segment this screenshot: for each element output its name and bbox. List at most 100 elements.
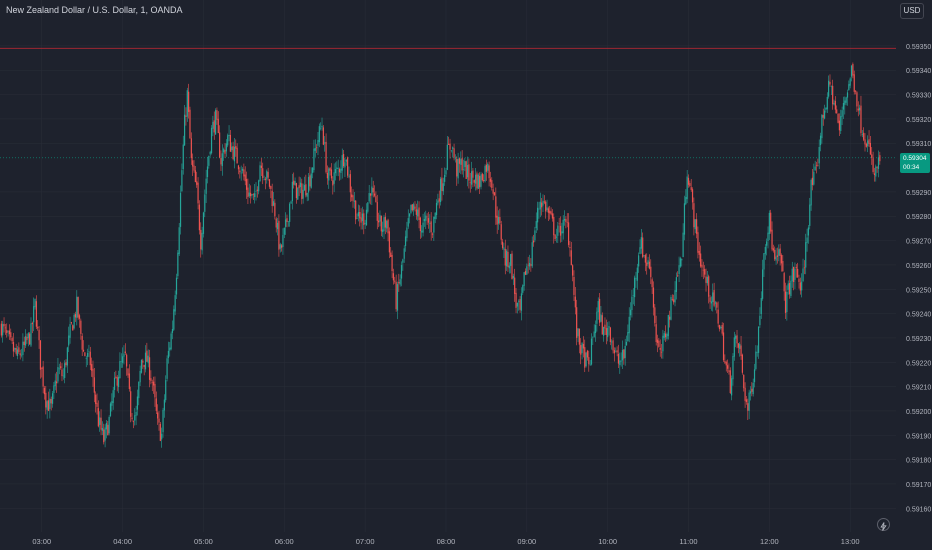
candle-body (225, 143, 227, 152)
candle-body (190, 138, 192, 159)
candle-body (317, 139, 319, 146)
candle-body (563, 218, 566, 221)
candle-body (208, 156, 210, 166)
candle-body (361, 213, 364, 222)
candle-body (813, 171, 815, 185)
candle-body (457, 158, 459, 179)
candle-body (623, 349, 625, 359)
candle-body (488, 165, 490, 179)
candle-body (871, 154, 873, 158)
candle-body (683, 203, 686, 235)
candle-body (351, 194, 353, 198)
candle-body (181, 170, 183, 192)
candle-body (77, 297, 79, 318)
candle-body (415, 209, 417, 215)
candle-body (197, 182, 199, 204)
candle-body (725, 361, 727, 366)
candle-body (158, 418, 160, 423)
candle-body (89, 351, 91, 366)
candle-body (826, 96, 828, 110)
candle-body (460, 159, 462, 165)
candle-body (877, 157, 880, 169)
candle-body (652, 287, 655, 308)
candle-body (138, 381, 140, 399)
currency-button[interactable]: USD (900, 3, 924, 19)
symbol-title: New Zealand Dollar / U.S. Dollar, 1, OAN… (6, 5, 183, 15)
candle-body (690, 187, 692, 190)
candle-body (609, 327, 611, 343)
candle-body (845, 97, 847, 103)
candle-body (395, 282, 397, 310)
candle-body (511, 253, 513, 280)
candle-body (213, 120, 215, 133)
candle-body (830, 85, 832, 87)
candle-body (555, 236, 558, 238)
price-axis[interactable]: 0.59350 0.59340 0.59330 0.59320 0.59310 0.592… (906, 44, 931, 513)
candle-body (236, 147, 238, 164)
candle-body (519, 299, 521, 310)
candle-body (806, 237, 808, 243)
candle-body (861, 133, 863, 135)
candle-body (326, 172, 329, 179)
candle-body (508, 265, 510, 269)
candle-body (333, 172, 335, 184)
time-tick-label: 11:00 (679, 537, 697, 546)
last-price-value: 0.59304 (903, 155, 927, 162)
candle-body (598, 298, 601, 323)
candle-body (760, 298, 762, 315)
candle-body (205, 178, 207, 194)
candle-body (506, 250, 508, 267)
candle-body (204, 194, 206, 212)
candle-body (793, 266, 795, 283)
candle-body (212, 121, 214, 129)
candle-body (96, 402, 98, 407)
candle-body (174, 295, 176, 312)
candle-body (876, 166, 878, 168)
candle-body (220, 157, 222, 165)
candle-body (183, 114, 186, 146)
candle-body (660, 351, 663, 353)
candle-body (712, 292, 714, 303)
candle-body (833, 102, 835, 105)
candle-body (763, 253, 765, 270)
candle-body (80, 320, 82, 334)
price-tick-label: 0.59270 (906, 239, 931, 246)
candle-body (439, 178, 442, 203)
candle-body (177, 252, 179, 277)
candle-body (101, 427, 103, 431)
candle-body (794, 268, 796, 280)
lightning-icon[interactable] (877, 518, 890, 531)
candle-body (613, 350, 615, 354)
candle-body (425, 215, 427, 221)
candle-body (410, 204, 412, 213)
candle-body (787, 283, 789, 290)
candle-body (442, 183, 444, 192)
candle-body (299, 182, 302, 188)
candle-body (111, 401, 113, 406)
candle-body (380, 215, 382, 232)
candle-body (559, 225, 562, 236)
candle-body (60, 366, 62, 368)
candle-body (30, 323, 32, 346)
candle-body (582, 344, 585, 349)
candle-body (616, 350, 618, 353)
candle-body (231, 146, 233, 151)
candle-body (45, 392, 47, 408)
candle-body (353, 200, 355, 202)
candle-body (461, 158, 463, 171)
candle-body (295, 183, 298, 199)
candle-body (223, 149, 225, 153)
candle-body (863, 132, 865, 140)
candle-body (528, 262, 531, 267)
time-tick-label: 03:00 (32, 537, 51, 546)
candle-body (58, 368, 60, 370)
candle-body (268, 179, 271, 187)
candle-body (549, 210, 551, 214)
candle-body (50, 398, 52, 404)
time-axis[interactable]: 03:00 04:00 05:00 06:00 07:00 08:00 09:00 10:00… (32, 537, 859, 546)
candle-body (386, 221, 388, 229)
candle-body (192, 160, 194, 167)
candle-body (640, 237, 642, 249)
